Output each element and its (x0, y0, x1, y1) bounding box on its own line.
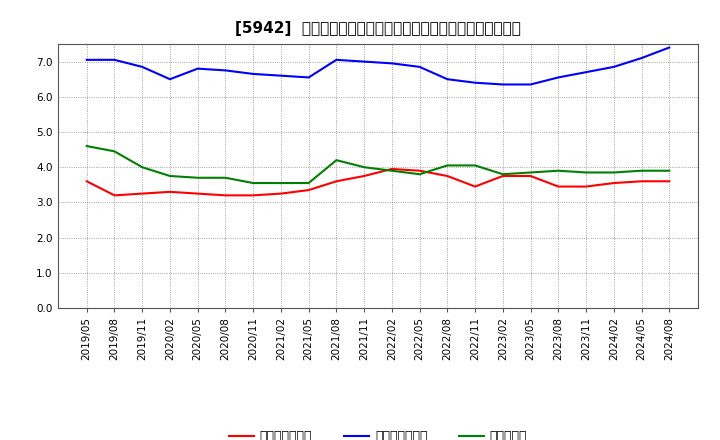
売上債権回転率 (305, 187, 313, 193)
売上債権回転率 (609, 180, 618, 186)
在庫回転率 (471, 163, 480, 168)
買入債務回転率 (82, 57, 91, 62)
在庫回転率 (194, 175, 202, 180)
売上債権回転率 (387, 166, 396, 172)
売上債権回転率 (526, 173, 535, 179)
買入債務回転率 (276, 73, 285, 78)
買入債務回転率 (498, 82, 507, 87)
買入債務回転率 (415, 64, 424, 70)
在庫回転率 (221, 175, 230, 180)
在庫回転率 (360, 165, 369, 170)
買入債務回転率 (554, 75, 562, 80)
Line: 売上債権回転率: 売上債権回転率 (86, 169, 670, 195)
売上債権回転率 (443, 173, 451, 179)
Line: 買入債務回転率: 買入債務回転率 (86, 48, 670, 84)
買入債務回転率 (582, 70, 590, 75)
Legend: 売上債権回転率, 買入債務回転率, 在庫回転率: 売上債権回転率, 買入債務回転率, 在庫回転率 (224, 425, 532, 440)
売上債権回転率 (554, 184, 562, 189)
買入債務回転率 (249, 71, 258, 77)
買入債務回転率 (387, 61, 396, 66)
在庫回転率 (276, 180, 285, 186)
在庫回転率 (637, 168, 646, 173)
売上債権回転率 (471, 184, 480, 189)
買入債務回転率 (360, 59, 369, 64)
買入債務回転率 (138, 64, 147, 70)
売上債権回転率 (82, 179, 91, 184)
買入債務回転率 (221, 68, 230, 73)
在庫回転率 (166, 173, 174, 179)
売上債権回転率 (360, 173, 369, 179)
買入債務回転率 (332, 57, 341, 62)
在庫回転率 (415, 172, 424, 177)
Title: [5942]  売上債権回転率、買入債務回転率、在庫回転率の推移: [5942] 売上債権回転率、買入債務回転率、在庫回転率の推移 (235, 21, 521, 36)
買入債務回転率 (471, 80, 480, 85)
買入債務回転率 (637, 55, 646, 61)
買入債務回転率 (110, 57, 119, 62)
買入債務回転率 (166, 77, 174, 82)
売上債権回転率 (110, 193, 119, 198)
Line: 在庫回転率: 在庫回転率 (86, 146, 670, 183)
売上債権回転率 (166, 189, 174, 194)
売上債権回転率 (221, 193, 230, 198)
売上債権回転率 (138, 191, 147, 196)
買入債務回転率 (305, 75, 313, 80)
売上債権回転率 (637, 179, 646, 184)
売上債権回転率 (276, 191, 285, 196)
在庫回転率 (332, 158, 341, 163)
売上債権回転率 (249, 193, 258, 198)
買入債務回転率 (665, 45, 674, 50)
在庫回転率 (665, 168, 674, 173)
売上債権回転率 (665, 179, 674, 184)
買入債務回転率 (194, 66, 202, 71)
買入債務回転率 (443, 77, 451, 82)
在庫回転率 (305, 180, 313, 186)
在庫回転率 (526, 170, 535, 175)
買入債務回転率 (609, 64, 618, 70)
売上債権回転率 (332, 179, 341, 184)
在庫回転率 (387, 168, 396, 173)
在庫回転率 (582, 170, 590, 175)
在庫回転率 (138, 165, 147, 170)
在庫回転率 (498, 172, 507, 177)
売上債権回転率 (194, 191, 202, 196)
在庫回転率 (443, 163, 451, 168)
売上債権回転率 (498, 173, 507, 179)
売上債権回転率 (415, 168, 424, 173)
在庫回転率 (554, 168, 562, 173)
在庫回転率 (110, 149, 119, 154)
在庫回転率 (609, 170, 618, 175)
売上債権回転率 (582, 184, 590, 189)
在庫回転率 (82, 143, 91, 149)
在庫回転率 (249, 180, 258, 186)
買入債務回転率 (526, 82, 535, 87)
